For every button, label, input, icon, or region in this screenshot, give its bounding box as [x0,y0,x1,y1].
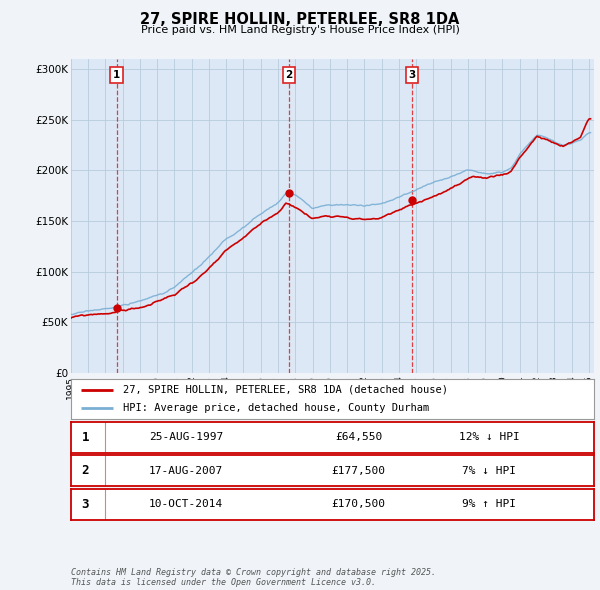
Text: 27, SPIRE HOLLIN, PETERLEE, SR8 1DA (detached house): 27, SPIRE HOLLIN, PETERLEE, SR8 1DA (det… [123,385,448,395]
Text: 12% ↓ HPI: 12% ↓ HPI [459,432,520,442]
Text: 2: 2 [285,70,292,80]
Text: Contains HM Land Registry data © Crown copyright and database right 2025.
This d: Contains HM Land Registry data © Crown c… [71,568,436,587]
Text: 1: 1 [82,431,89,444]
Text: 25-AUG-1997: 25-AUG-1997 [149,432,223,442]
Text: 1: 1 [113,70,120,80]
Text: 27, SPIRE HOLLIN, PETERLEE, SR8 1DA: 27, SPIRE HOLLIN, PETERLEE, SR8 1DA [140,12,460,27]
Text: £170,500: £170,500 [332,500,386,509]
Text: £177,500: £177,500 [332,466,386,476]
Text: 17-AUG-2007: 17-AUG-2007 [149,466,223,476]
Text: 2: 2 [82,464,89,477]
Text: 9% ↑ HPI: 9% ↑ HPI [463,500,517,509]
Text: 3: 3 [409,70,416,80]
Text: 10-OCT-2014: 10-OCT-2014 [149,500,223,509]
Text: Price paid vs. HM Land Registry's House Price Index (HPI): Price paid vs. HM Land Registry's House … [140,25,460,35]
Text: £64,550: £64,550 [335,432,382,442]
Text: 3: 3 [82,498,89,511]
Text: HPI: Average price, detached house, County Durham: HPI: Average price, detached house, Coun… [123,403,430,413]
Text: 7% ↓ HPI: 7% ↓ HPI [463,466,517,476]
